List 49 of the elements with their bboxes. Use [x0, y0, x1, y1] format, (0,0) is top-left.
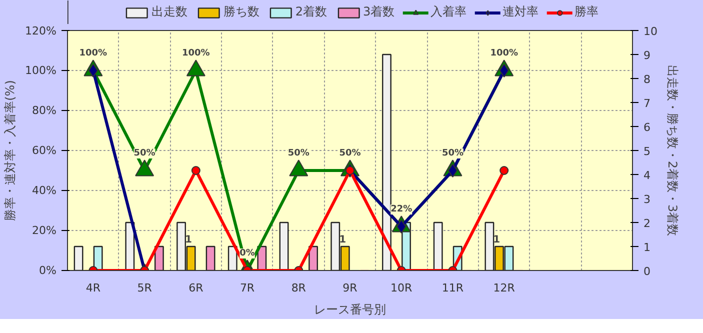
y-tick-label: 0% — [39, 264, 56, 277]
y2-tick-label: 5 — [644, 145, 650, 158]
y2-tick-label: 4 — [644, 169, 650, 182]
legend-label: 2着数 — [295, 4, 327, 20]
data-label: 22% — [390, 204, 412, 214]
y-tick-label: 120% — [25, 24, 57, 38]
x-tick-label: 8R — [291, 282, 306, 294]
y-tick-label: 60% — [32, 144, 57, 157]
y-tick-label: 40% — [32, 184, 57, 197]
y2-tick-label: 9 — [644, 49, 650, 62]
y2-tick-label: 10 — [644, 25, 658, 38]
legend-label: 勝ち数 — [223, 4, 260, 20]
y2-tick-label: 2 — [644, 217, 650, 230]
data-label: 100% — [182, 48, 210, 58]
y2-tick-label: 6 — [644, 121, 650, 134]
legend-label: 勝率 — [574, 4, 599, 20]
legend-label: 入着率 — [430, 4, 467, 20]
y-tick-label: 80% — [32, 104, 57, 117]
y-axis-title: 勝率・連対率・入着率(%) — [3, 80, 18, 221]
x-axis-title: レース番号別 — [314, 302, 386, 316]
data-label: 100% — [79, 48, 108, 58]
x-tick-label: 7R — [240, 282, 255, 294]
x-tick-label: 4R — [86, 282, 101, 294]
legend-label: 連対率 — [502, 4, 539, 20]
y-tick-label: 20% — [32, 224, 57, 237]
data-label: 0% — [240, 248, 255, 258]
x-tick-label: 12R — [493, 282, 516, 294]
data-label: 100% — [490, 48, 518, 58]
x-tick-label: 11R — [442, 282, 464, 294]
x-tick-label: 5R — [137, 282, 152, 294]
data-label: 50% — [288, 148, 310, 158]
y2-tick-label: 3 — [644, 193, 650, 206]
data-label: 1 — [339, 234, 346, 246]
data-label: 1 — [493, 234, 500, 246]
y2-tick-label: 8 — [644, 73, 650, 86]
y-tick-label: 100% — [25, 64, 57, 77]
x-tick-label: 6R — [188, 282, 204, 294]
x-tick-label: 10R — [390, 282, 413, 294]
data-label: 1 — [184, 234, 192, 246]
y2-tick-label: 0 — [644, 265, 650, 278]
legend-label: 出走数 — [151, 4, 188, 20]
data-label: 50% — [339, 148, 361, 158]
x-tick-label: 9R — [342, 282, 358, 294]
y2-axis-title: 出走数・勝ち数・2着数・3着数 — [665, 64, 680, 236]
y2-tick-label: 7 — [644, 97, 650, 110]
legend-label: 3着数 — [363, 4, 395, 20]
y2-tick-label: 1 — [644, 241, 650, 254]
data-label: 50% — [442, 148, 464, 158]
data-label: 50% — [134, 148, 156, 158]
